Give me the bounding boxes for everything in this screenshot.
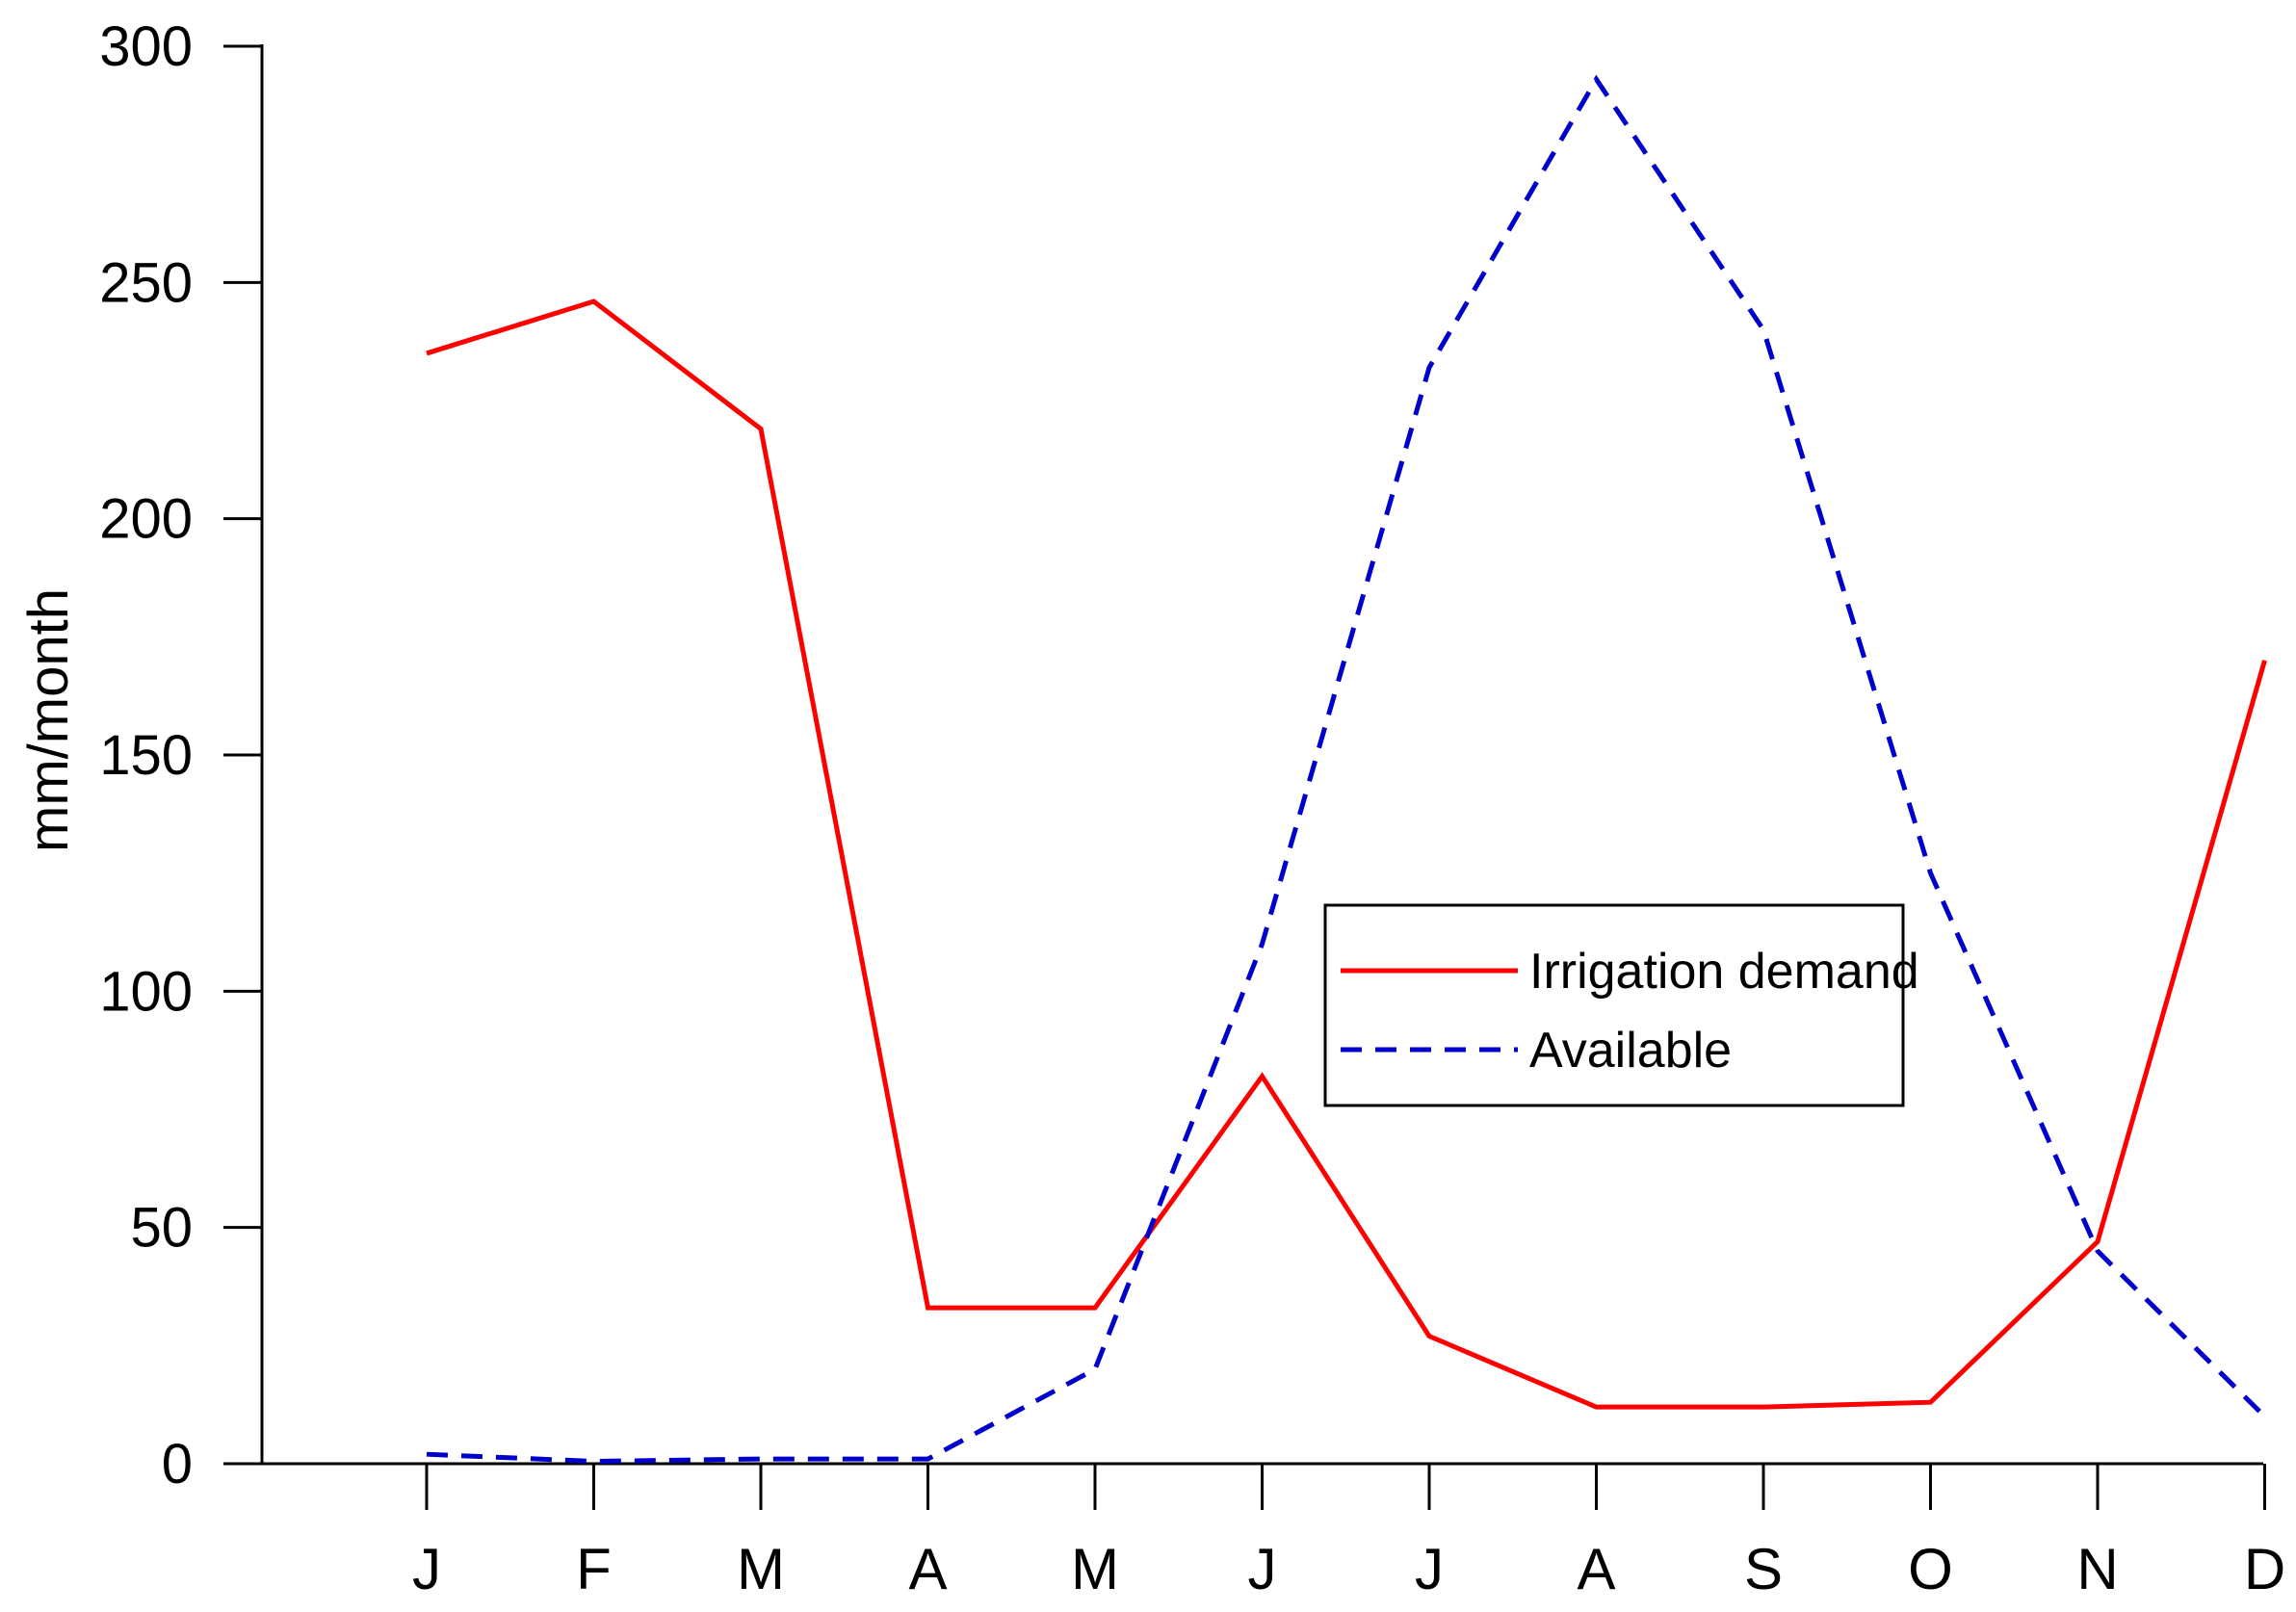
series-lines xyxy=(426,74,2267,1465)
legend-box xyxy=(1323,903,1905,1107)
x-tick-label: M xyxy=(737,1537,785,1601)
axes: 0 50 100 150 200 250 300 J F M A M J J A S O N D xyxy=(99,15,2285,1601)
series-line-available xyxy=(426,74,2267,1465)
data-point xyxy=(2264,1416,2265,1417)
legend-label: Irrigation demand xyxy=(1529,944,1919,1000)
data-point xyxy=(761,1459,762,1460)
x-tick-label: J xyxy=(412,1537,441,1601)
y-tick-label: 50 xyxy=(130,1197,193,1260)
y-tick-label: 250 xyxy=(99,251,193,314)
legend: Irrigation demand Available xyxy=(1323,903,1919,1107)
x-tick-label: N xyxy=(2076,1537,2118,1601)
x-tick-label: J xyxy=(1415,1537,1444,1601)
x-tick-label: O xyxy=(1908,1537,1953,1601)
data-point xyxy=(1095,1368,1096,1369)
data-point xyxy=(1763,329,1764,330)
y-axis-title: mm/month xyxy=(17,588,80,852)
y-tick-label: 100 xyxy=(99,960,193,1023)
x-tick-label: S xyxy=(1744,1537,1783,1601)
x-tick-label: F xyxy=(576,1537,612,1601)
x-tick-label: A xyxy=(908,1537,947,1601)
data-point xyxy=(593,1461,594,1462)
x-tick-label: M xyxy=(1071,1537,1119,1601)
x-tick-label: J xyxy=(1248,1537,1277,1601)
y-tick-label: 200 xyxy=(99,488,193,551)
legend-label: Available xyxy=(1529,1023,1732,1079)
y-tick-label: 150 xyxy=(99,724,193,787)
x-tick-label: A xyxy=(1577,1537,1615,1601)
y-tick-label: 300 xyxy=(99,15,193,78)
x-tick-label: D xyxy=(2244,1537,2285,1601)
series-line-irrigation-demand xyxy=(426,299,2267,1410)
y-tick-label: 0 xyxy=(162,1433,193,1495)
